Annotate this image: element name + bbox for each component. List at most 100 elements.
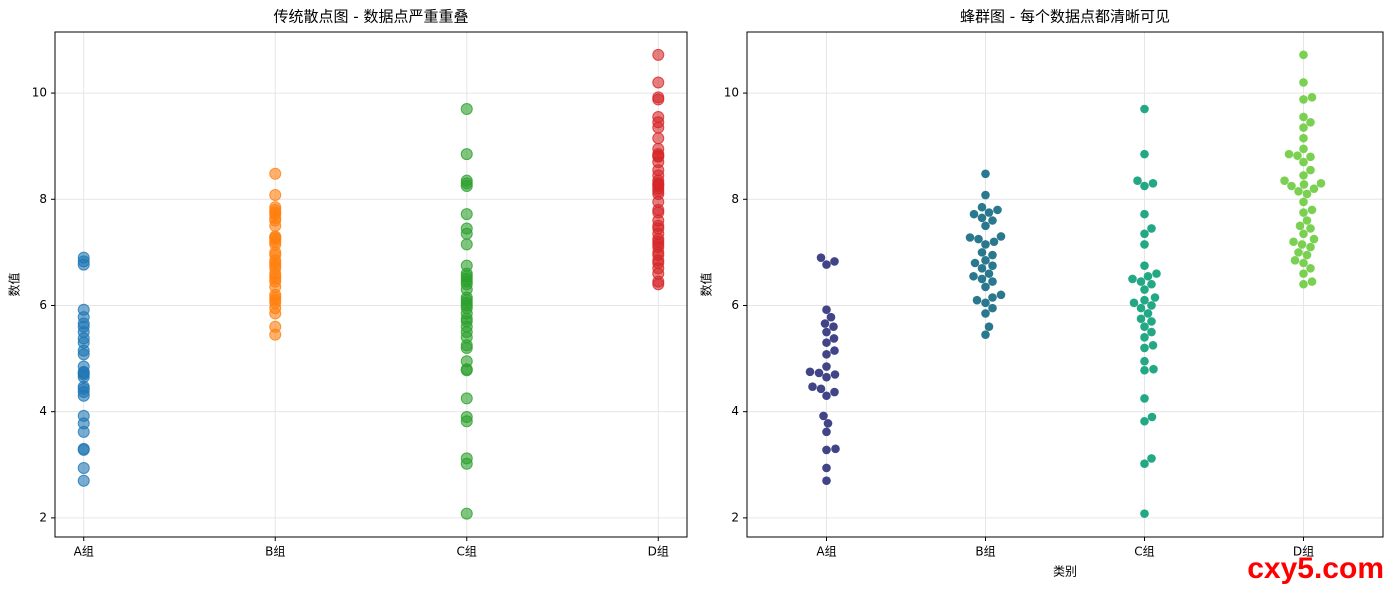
y-tick-label: 2 — [39, 510, 47, 524]
point — [816, 253, 826, 262]
y-tick-label: 4 — [731, 404, 739, 418]
point — [969, 209, 979, 219]
y-tick-label: 10 — [724, 86, 739, 100]
point — [1147, 279, 1156, 289]
point — [1143, 271, 1153, 281]
point — [460, 364, 473, 377]
point — [269, 328, 282, 341]
point — [269, 189, 282, 202]
watermark: cxy5.com — [1247, 552, 1384, 585]
y-tick-label: 10 — [32, 86, 47, 100]
point — [977, 274, 987, 284]
point — [1294, 248, 1303, 257]
point — [988, 303, 997, 313]
point — [77, 389, 90, 402]
point — [460, 208, 473, 221]
point — [822, 338, 831, 347]
point — [831, 444, 840, 454]
point — [830, 387, 839, 397]
point — [830, 370, 840, 379]
point — [1148, 179, 1158, 188]
point — [1140, 149, 1149, 159]
point — [1299, 269, 1308, 278]
point — [1299, 229, 1308, 239]
point — [1140, 285, 1149, 294]
point — [1302, 250, 1312, 260]
y-tick-label: 8 — [39, 192, 47, 206]
point — [1299, 197, 1308, 207]
point — [1128, 274, 1137, 284]
point — [1299, 258, 1308, 268]
point — [1287, 181, 1296, 191]
point — [996, 290, 1006, 300]
point — [460, 457, 473, 470]
x-tick-label: D组 — [648, 545, 669, 559]
point — [269, 307, 282, 320]
chart-title: 蜂群图 - 每个数据点都清晰可见 — [960, 8, 1170, 26]
point — [805, 367, 815, 377]
point — [1299, 78, 1308, 87]
plot-frame — [746, 31, 1384, 538]
point — [1306, 264, 1315, 273]
point — [1140, 181, 1149, 191]
point — [977, 213, 987, 223]
point — [1143, 309, 1153, 318]
point — [829, 322, 838, 332]
point — [1297, 240, 1307, 249]
point — [460, 238, 473, 251]
point — [830, 346, 839, 355]
point — [977, 264, 987, 273]
point — [816, 384, 826, 394]
point — [1306, 224, 1315, 233]
point — [1290, 256, 1300, 265]
point — [988, 293, 997, 302]
point — [1307, 277, 1317, 286]
x-tick-label: D组 — [1293, 545, 1314, 559]
point — [460, 179, 473, 192]
point — [988, 277, 997, 286]
point — [1309, 234, 1319, 244]
point — [981, 240, 990, 249]
point — [822, 305, 831, 315]
point — [1140, 459, 1149, 469]
point — [1302, 189, 1312, 199]
point — [460, 415, 473, 428]
point — [1140, 416, 1149, 426]
point — [822, 350, 831, 359]
point — [1149, 364, 1158, 374]
point — [1140, 295, 1149, 305]
point — [988, 261, 997, 270]
point — [822, 372, 831, 382]
point — [977, 248, 987, 257]
point — [1140, 343, 1149, 353]
point — [1140, 240, 1149, 249]
point — [1299, 95, 1308, 104]
y-tick-label: 2 — [731, 510, 739, 524]
point — [1306, 117, 1315, 127]
point — [829, 334, 839, 343]
point — [1147, 454, 1156, 463]
point — [1140, 104, 1149, 114]
point — [1309, 184, 1319, 193]
point — [1299, 180, 1309, 189]
point — [1280, 176, 1289, 185]
point — [1147, 224, 1156, 233]
point — [826, 312, 836, 322]
point — [981, 298, 990, 308]
point — [460, 148, 473, 161]
point — [77, 461, 90, 474]
point — [819, 411, 828, 421]
point — [974, 234, 983, 244]
point — [1140, 209, 1149, 219]
point — [1299, 112, 1308, 122]
point — [981, 282, 990, 292]
point — [652, 48, 665, 61]
point — [77, 258, 90, 271]
point — [822, 391, 831, 401]
point — [77, 474, 90, 487]
point — [1140, 333, 1149, 342]
point — [460, 392, 473, 405]
point — [969, 271, 978, 281]
point — [77, 443, 90, 456]
point — [1299, 171, 1308, 180]
